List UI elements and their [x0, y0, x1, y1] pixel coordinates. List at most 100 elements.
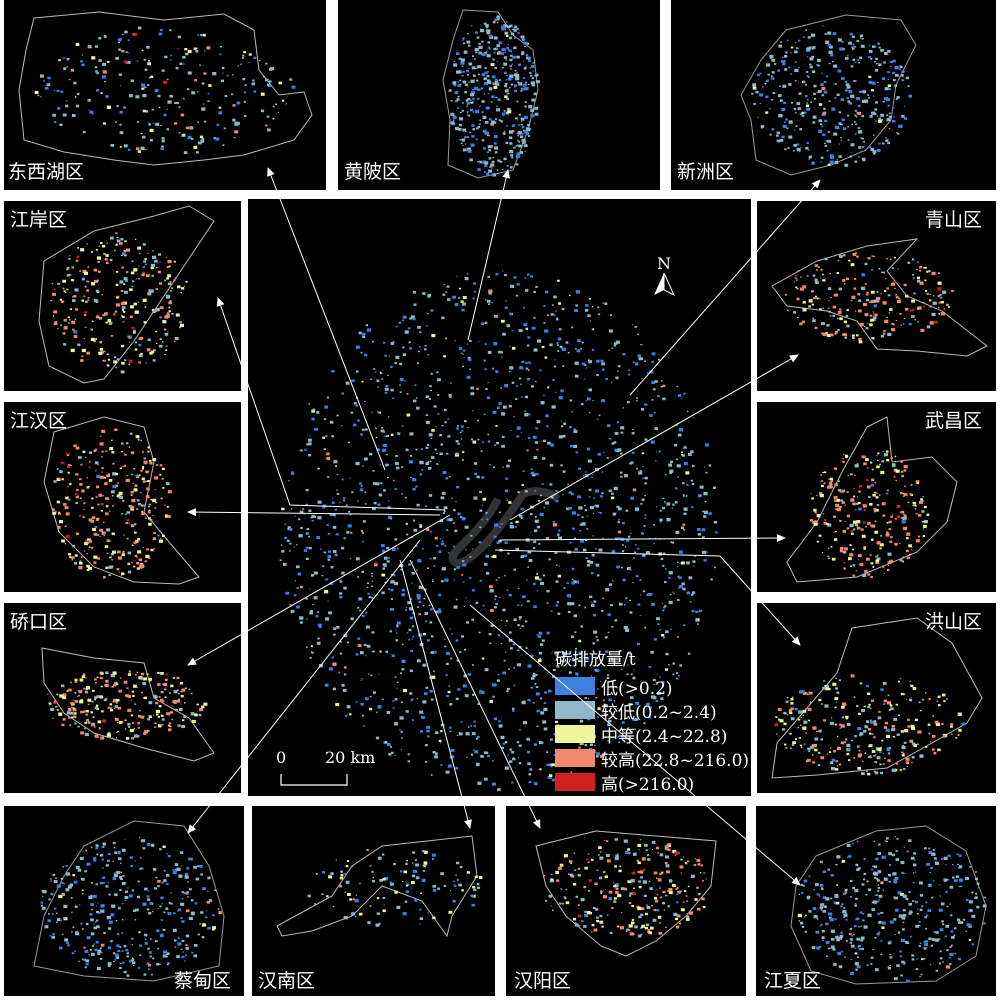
building-footprint	[853, 757, 855, 759]
building-footprint	[864, 570, 868, 573]
building-footprint	[813, 889, 815, 891]
building-footprint	[515, 547, 519, 551]
building-footprint	[522, 141, 526, 144]
building-footprint	[91, 723, 95, 727]
building-footprint	[159, 672, 162, 675]
building-footprint	[291, 471, 294, 473]
building-footprint	[497, 634, 501, 637]
building-footprint	[520, 35, 525, 39]
building-footprint	[124, 290, 128, 294]
building-footprint	[180, 703, 182, 705]
building-footprint	[599, 511, 602, 514]
building-footprint	[794, 68, 799, 73]
building-footprint	[835, 863, 838, 866]
building-footprint	[840, 931, 843, 934]
building-footprint	[356, 370, 359, 373]
building-footprint	[830, 297, 832, 299]
building-footprint	[131, 544, 134, 546]
building-footprint	[618, 530, 622, 534]
building-footprint	[101, 450, 104, 453]
building-footprint	[366, 586, 369, 589]
building-footprint	[912, 882, 915, 884]
building-footprint	[506, 47, 509, 50]
building-footprint	[927, 909, 932, 912]
building-footprint	[656, 506, 658, 508]
building-footprint	[148, 968, 151, 971]
building-footprint	[137, 895, 140, 899]
building-footprint	[796, 297, 800, 301]
building-footprint	[904, 493, 908, 496]
building-footprint	[895, 703, 898, 706]
building-footprint	[917, 306, 922, 310]
building-footprint	[945, 698, 948, 700]
building-footprint	[73, 715, 77, 719]
building-footprint	[850, 674, 855, 678]
building-footprint	[805, 29, 807, 31]
building-footprint	[804, 930, 807, 933]
building-footprint	[861, 947, 864, 950]
building-footprint	[486, 26, 489, 29]
building-footprint	[146, 962, 150, 965]
building-footprint	[651, 904, 653, 907]
building-footprint	[448, 89, 452, 92]
hanyang-district-map	[535, 830, 717, 957]
building-footprint	[136, 508, 138, 510]
building-footprint	[871, 255, 874, 257]
building-footprint	[176, 102, 179, 105]
building-footprint	[361, 570, 365, 573]
building-footprint	[946, 949, 949, 951]
building-footprint	[157, 947, 160, 950]
building-footprint	[905, 897, 909, 901]
building-footprint	[202, 887, 206, 890]
building-footprint	[608, 890, 613, 894]
building-footprint	[889, 953, 892, 955]
building-footprint	[639, 615, 641, 617]
building-footprint	[64, 506, 69, 510]
building-footprint	[107, 946, 112, 950]
building-footprint	[948, 957, 951, 959]
building-footprint	[141, 83, 146, 87]
building-footprint	[157, 262, 159, 264]
building-footprint	[907, 501, 910, 504]
building-footprint	[362, 465, 364, 467]
building-footprint	[843, 567, 846, 570]
building-footprint	[87, 45, 92, 49]
building-footprint	[470, 93, 474, 97]
building-footprint	[479, 526, 482, 528]
building-footprint	[494, 78, 498, 82]
building-footprint	[863, 705, 866, 708]
building-footprint	[692, 417, 695, 419]
building-footprint	[123, 60, 127, 63]
building-footprint	[164, 696, 167, 699]
building-footprint	[584, 914, 589, 918]
building-footprint	[901, 520, 906, 524]
building-footprint	[876, 115, 879, 117]
building-footprint	[904, 962, 906, 964]
building-footprint	[765, 95, 769, 99]
building-footprint	[894, 896, 898, 900]
building-footprint	[149, 139, 153, 142]
building-footprint	[908, 912, 912, 915]
building-footprint	[656, 877, 658, 879]
building-footprint	[880, 113, 884, 117]
building-footprint	[863, 547, 866, 550]
building-footprint	[858, 750, 861, 752]
building-footprint	[920, 328, 925, 332]
building-footprint	[207, 93, 210, 95]
building-footprint	[848, 90, 853, 93]
building-footprint	[128, 94, 133, 98]
building-footprint	[92, 689, 95, 692]
building-footprint	[901, 960, 905, 964]
building-footprint	[453, 509, 455, 511]
building-footprint	[142, 902, 147, 906]
building-footprint	[842, 910, 847, 914]
building-footprint	[751, 92, 754, 95]
building-footprint	[553, 494, 556, 496]
building-footprint	[606, 914, 609, 916]
building-footprint	[484, 321, 488, 324]
building-footprint	[799, 287, 804, 291]
building-footprint	[679, 865, 684, 869]
building-footprint	[141, 49, 144, 52]
building-footprint	[155, 330, 158, 333]
building-footprint	[857, 727, 861, 730]
